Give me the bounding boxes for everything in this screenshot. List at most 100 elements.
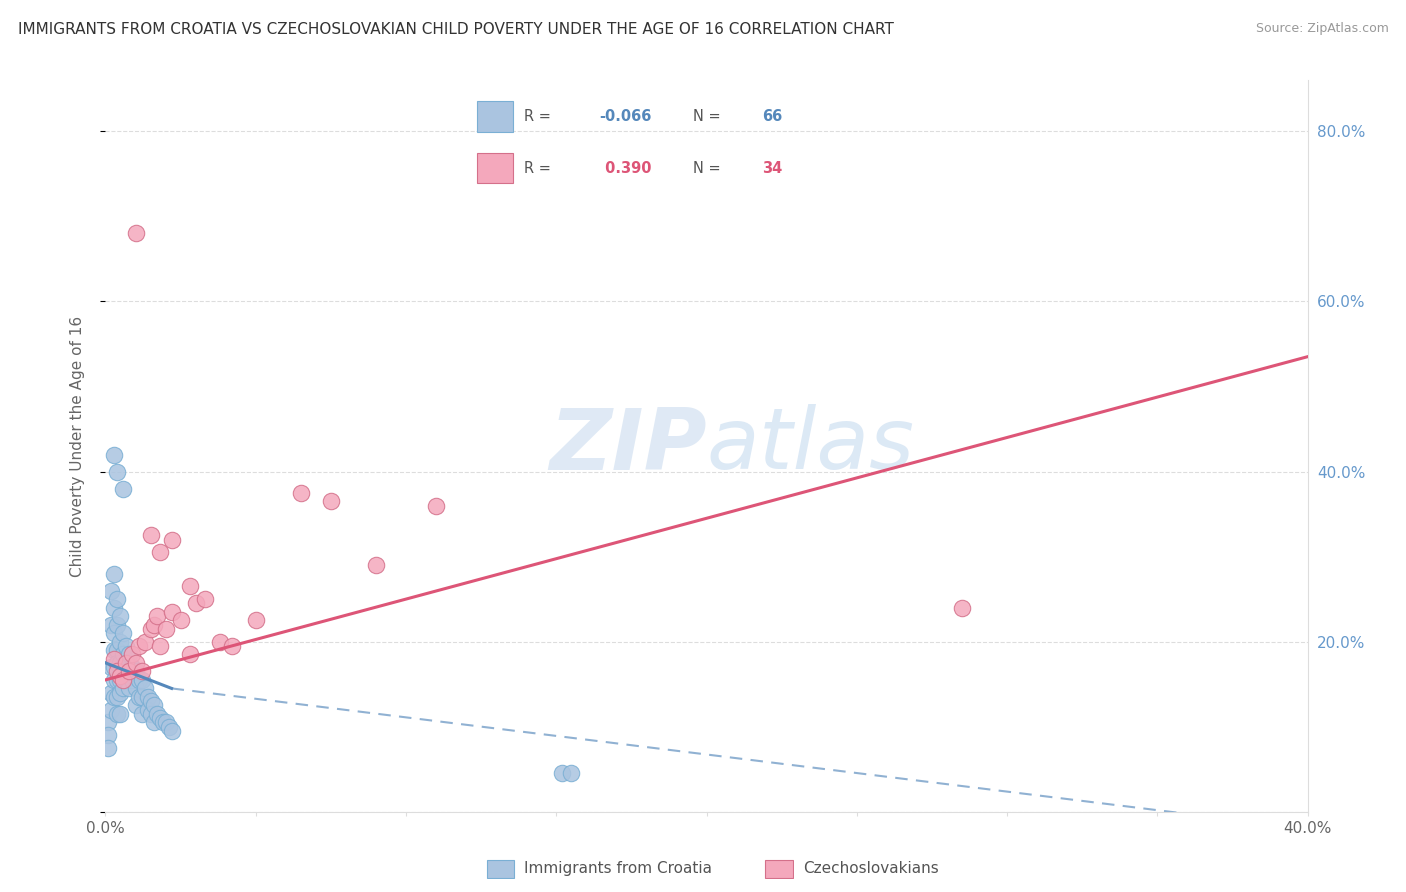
Point bbox=[136, 703, 159, 717]
Point bbox=[145, 609, 167, 624]
Point bbox=[115, 639, 138, 653]
Point bbox=[110, 668, 132, 682]
Point bbox=[134, 681, 156, 696]
Point bbox=[139, 694, 162, 708]
Point bbox=[107, 690, 129, 704]
Text: Czechoslovakians: Czechoslovakians bbox=[803, 862, 939, 876]
Point bbox=[112, 482, 135, 496]
Point bbox=[319, 494, 342, 508]
Point bbox=[97, 740, 120, 755]
Point bbox=[950, 600, 973, 615]
Point bbox=[290, 485, 312, 500]
Point bbox=[124, 681, 146, 696]
Point bbox=[169, 613, 191, 627]
Point bbox=[194, 592, 217, 607]
Point bbox=[160, 533, 183, 547]
Point bbox=[110, 673, 132, 687]
Point bbox=[145, 706, 167, 721]
Point bbox=[103, 448, 125, 462]
Point bbox=[107, 592, 129, 607]
Point bbox=[112, 681, 135, 696]
Point bbox=[179, 579, 201, 593]
Text: ZIP: ZIP bbox=[548, 404, 707, 488]
Point bbox=[208, 634, 231, 648]
Text: atlas: atlas bbox=[707, 404, 914, 488]
Point bbox=[179, 648, 201, 662]
Point bbox=[139, 528, 162, 542]
Point bbox=[131, 690, 153, 704]
Point bbox=[128, 673, 150, 687]
Point bbox=[121, 660, 143, 674]
Point bbox=[107, 465, 129, 479]
Point bbox=[115, 673, 138, 687]
Point bbox=[131, 706, 153, 721]
Point bbox=[160, 605, 183, 619]
Point bbox=[112, 673, 135, 687]
Point bbox=[124, 665, 146, 679]
Point bbox=[118, 665, 141, 679]
Point bbox=[103, 566, 125, 581]
Point bbox=[103, 600, 125, 615]
Point bbox=[110, 634, 132, 648]
Point bbox=[97, 728, 120, 742]
Point bbox=[136, 690, 159, 704]
Point bbox=[148, 545, 170, 559]
Point bbox=[103, 673, 125, 687]
Point bbox=[115, 656, 138, 670]
Point bbox=[142, 715, 165, 730]
Point bbox=[148, 639, 170, 653]
Point bbox=[155, 622, 177, 636]
Point bbox=[148, 711, 170, 725]
Point bbox=[128, 639, 150, 653]
Point bbox=[245, 613, 267, 627]
Point bbox=[100, 686, 122, 700]
Point bbox=[103, 690, 125, 704]
Point bbox=[100, 660, 122, 674]
Point bbox=[155, 715, 177, 730]
Point bbox=[131, 673, 153, 687]
Point bbox=[124, 227, 146, 241]
Point bbox=[560, 766, 582, 780]
Point bbox=[121, 673, 143, 687]
Point bbox=[100, 583, 122, 598]
Point bbox=[97, 715, 120, 730]
Point bbox=[131, 665, 153, 679]
Point bbox=[112, 626, 135, 640]
Point bbox=[100, 703, 122, 717]
Point bbox=[107, 665, 129, 679]
Point bbox=[110, 706, 132, 721]
Text: Source: ZipAtlas.com: Source: ZipAtlas.com bbox=[1256, 22, 1389, 36]
Text: IMMIGRANTS FROM CROATIA VS CZECHOSLOVAKIAN CHILD POVERTY UNDER THE AGE OF 16 COR: IMMIGRANTS FROM CROATIA VS CZECHOSLOVAKI… bbox=[18, 22, 894, 37]
Point bbox=[115, 656, 138, 670]
Point bbox=[221, 639, 243, 653]
Point bbox=[107, 617, 129, 632]
Point bbox=[118, 681, 141, 696]
Point bbox=[157, 720, 180, 734]
Point bbox=[124, 698, 146, 713]
Point bbox=[134, 634, 156, 648]
Text: Immigrants from Croatia: Immigrants from Croatia bbox=[524, 862, 713, 876]
Point bbox=[184, 596, 207, 610]
Point bbox=[139, 706, 162, 721]
Point bbox=[110, 686, 132, 700]
Point bbox=[364, 558, 387, 572]
Point bbox=[142, 698, 165, 713]
Point bbox=[160, 723, 183, 738]
Point bbox=[103, 660, 125, 674]
Point bbox=[142, 617, 165, 632]
Point bbox=[107, 643, 129, 657]
Point bbox=[112, 665, 135, 679]
Point bbox=[110, 656, 132, 670]
Point bbox=[112, 648, 135, 662]
Point bbox=[128, 690, 150, 704]
Y-axis label: Child Poverty Under the Age of 16: Child Poverty Under the Age of 16 bbox=[70, 316, 84, 576]
Point bbox=[110, 609, 132, 624]
Point bbox=[551, 766, 574, 780]
Point bbox=[152, 715, 174, 730]
Point bbox=[425, 499, 447, 513]
Point bbox=[124, 656, 146, 670]
Point bbox=[103, 651, 125, 665]
Point bbox=[118, 648, 141, 662]
Point bbox=[107, 706, 129, 721]
Point bbox=[103, 626, 125, 640]
